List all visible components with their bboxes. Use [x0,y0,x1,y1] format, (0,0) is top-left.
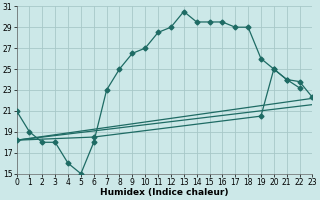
X-axis label: Humidex (Indice chaleur): Humidex (Indice chaleur) [100,188,229,197]
